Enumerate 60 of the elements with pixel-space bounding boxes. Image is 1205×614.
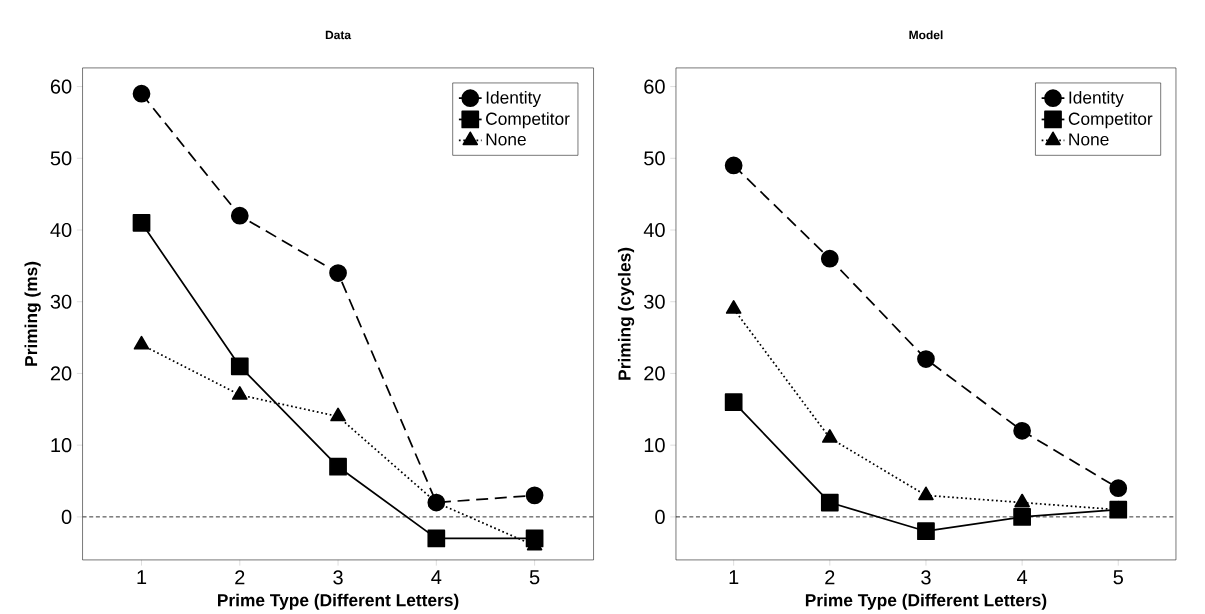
y-tick-label: 60: [50, 79, 72, 94]
x-axis-title: Prime Type (Different Letters): [805, 593, 1047, 610]
x-tick-label: 4: [1017, 570, 1028, 584]
point: [724, 156, 743, 175]
point: [329, 457, 347, 476]
point: [427, 529, 446, 548]
x-tick-label: 5: [529, 570, 540, 585]
x-tick-label: 1: [729, 570, 739, 584]
point: [132, 213, 151, 232]
y-tick-label: 40: [50, 222, 72, 237]
y-axis-title: Priming (ms): [24, 261, 41, 366]
y-tick-label: 40: [643, 222, 665, 237]
point: [724, 393, 743, 411]
point: [822, 429, 838, 443]
x-tick-label: 3: [921, 570, 931, 585]
point: [820, 249, 839, 268]
y-tick-label: 20: [644, 366, 665, 381]
legend-label: Identity: [486, 90, 542, 107]
point: [230, 357, 249, 376]
point: [428, 493, 445, 508]
point: [1013, 507, 1031, 526]
x-tick-label: 5: [1113, 570, 1123, 585]
x-tick-label: 4: [431, 570, 442, 584]
y-tick-label: 50: [644, 151, 665, 166]
y-tick-label: 20: [50, 366, 72, 381]
legend-label: Competitor: [1068, 112, 1153, 129]
point: [132, 84, 151, 103]
x-tick-label: 1: [137, 570, 147, 584]
point: [330, 407, 346, 422]
point: [1014, 493, 1030, 508]
point: [917, 522, 935, 540]
point: [918, 486, 934, 501]
y-tick-label: 50: [50, 151, 72, 166]
x-tick-label: 3: [333, 570, 343, 585]
x-tick-label: 2: [235, 570, 245, 585]
point: [329, 264, 347, 282]
point: [525, 486, 544, 505]
point: [1109, 479, 1128, 497]
y-tick-label: 30: [644, 294, 665, 309]
y-tick-label: 0: [655, 509, 665, 524]
point: [230, 206, 249, 225]
legend-label: Competitor: [486, 112, 570, 129]
y-tick-label: 60: [644, 79, 665, 94]
y-tick-label: 10: [644, 437, 665, 453]
legend-label: None: [486, 133, 526, 146]
chart-title: Data: [325, 30, 352, 40]
point: [133, 335, 150, 350]
y-tick-label: 10: [51, 437, 72, 453]
x-axis-title: Prime Type (Different Letters): [218, 593, 459, 610]
y-tick-label: 30: [50, 294, 72, 309]
point: [917, 350, 935, 368]
legend-label: None: [1069, 133, 1109, 146]
y-axis-title: Priming (cycles): [617, 247, 635, 380]
point: [820, 493, 839, 512]
y-tick-label: 0: [61, 509, 72, 524]
point: [231, 385, 248, 400]
legend-label: Identity: [1069, 90, 1124, 107]
point: [1013, 421, 1031, 440]
x-tick-label: 2: [825, 570, 835, 585]
chart-title: Model: [909, 30, 943, 40]
